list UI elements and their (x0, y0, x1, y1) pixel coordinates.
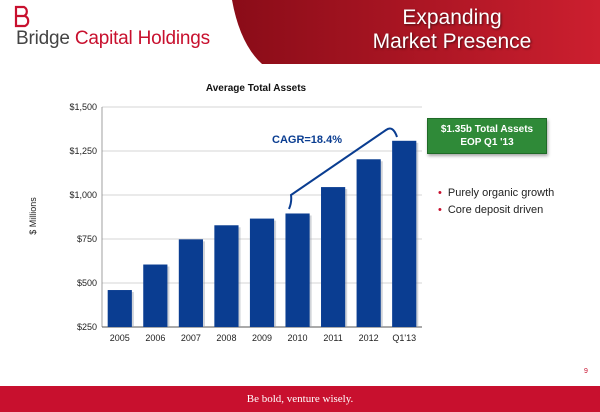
y-tick-label: $1,000 (69, 190, 97, 200)
x-tick-label: 2005 (110, 333, 130, 343)
logo-icon (14, 5, 30, 28)
x-tick-label: Q1'13 (392, 333, 416, 343)
slide-title-line1: Expanding (402, 6, 502, 29)
page-number: 9 (584, 368, 588, 375)
x-tick-label: 2011 (323, 333, 342, 343)
bar (285, 213, 310, 327)
bar (321, 187, 346, 327)
bar (249, 218, 275, 327)
total-assets-callout: $1.35b Total Assets EOP Q1 '13 (427, 118, 547, 154)
cagr-annotation: CAGR=18.4% (272, 134, 342, 146)
y-tick-label: $750 (77, 234, 97, 244)
x-tick-label: 2007 (181, 333, 201, 343)
footer-tagline: Be bold, venture wisely. (246, 393, 354, 405)
x-tick-label: 2006 (145, 333, 165, 343)
bullet-icon: • (438, 204, 442, 216)
y-tick-label: $500 (77, 278, 97, 288)
x-tick-label: 2010 (288, 333, 308, 343)
list-item: • Purely organic growth (438, 187, 555, 199)
slide-title: Expanding Market Presence (332, 6, 572, 54)
y-axis-label: $ Millions (28, 197, 38, 235)
bar (392, 140, 417, 327)
callout-line1: $1.35b Total Assets (440, 124, 534, 135)
company-logo-text: Bridge Capital Holdings (16, 28, 210, 49)
x-tick-label: 2009 (252, 333, 272, 343)
slide-title-line2: Market Presence (372, 30, 532, 53)
bullet-icon: • (438, 187, 442, 199)
header: Bridge Capital Holdings Expanding Market… (0, 0, 600, 64)
header-background (232, 0, 600, 64)
bar (143, 264, 168, 327)
list-item: • Core deposit driven (438, 204, 544, 216)
x-tick-label: 2008 (216, 333, 236, 343)
bar (178, 239, 203, 327)
bar (107, 290, 132, 327)
y-tick-label: $1,500 (69, 102, 97, 112)
y-tick-label: $250 (77, 322, 97, 332)
bar (214, 225, 239, 327)
y-tick-label: $1,250 (69, 146, 97, 156)
highlights-list: • Purely organic growth • Core deposit dri… (438, 185, 554, 219)
cagr-bracket (288, 127, 398, 210)
x-tick-label: 2012 (359, 333, 379, 343)
footer-bar (0, 386, 600, 412)
bar (356, 159, 381, 327)
callout-line2: EOP Q1 '13 (460, 137, 514, 148)
chart-title: Average Total Assets (206, 83, 307, 94)
